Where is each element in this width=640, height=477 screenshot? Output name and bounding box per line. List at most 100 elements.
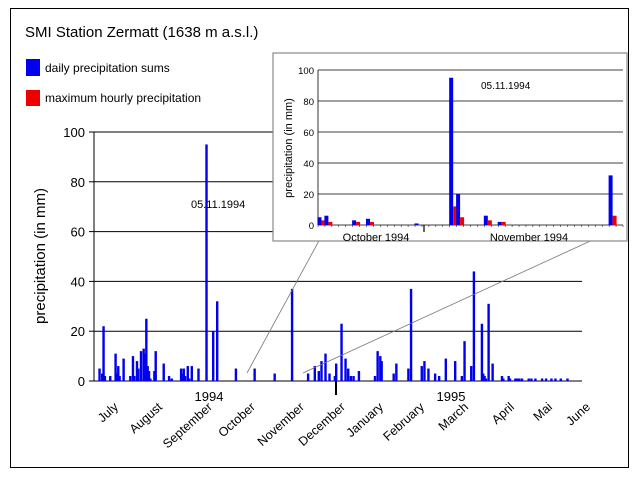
year-label-1995: 1995 <box>437 389 466 404</box>
daily-precip-bar <box>179 368 183 381</box>
y-tick-label: 40 <box>71 274 85 289</box>
inset-daily-bar <box>456 194 461 225</box>
daily-precip-bar <box>433 373 437 381</box>
daily-precip-bar <box>313 366 317 381</box>
daily-precip-bar <box>516 378 520 381</box>
daily-precip-bar <box>186 366 189 381</box>
daily-precip-bar <box>133 376 136 381</box>
inset-y-tick-label: 100 <box>298 66 314 77</box>
daily-precip-bar <box>142 348 145 381</box>
year-label-1994: 1994 <box>195 389 224 404</box>
daily-precip-bar <box>115 373 119 381</box>
month-label: April <box>489 400 517 427</box>
daily-precip-bar <box>514 378 517 381</box>
inset-y-tick-label: 0 <box>309 221 314 232</box>
daily-precip-bar <box>534 378 537 381</box>
daily-precip-bar <box>129 376 132 381</box>
inset-hourly-bar <box>501 221 506 225</box>
inset-connector-right <box>302 225 624 374</box>
legend-swatch-hourly <box>26 90 40 106</box>
daily-precip-bar <box>205 144 208 381</box>
daily-precip-bar <box>102 326 105 381</box>
daily-precip-bar <box>153 371 156 381</box>
daily-precip-bar <box>324 353 327 381</box>
daily-precip-bar <box>349 376 353 381</box>
y-axis-label: precipitation (in mm) <box>32 188 49 324</box>
daily-precip-bar <box>98 368 101 381</box>
daily-precip-bar <box>182 368 185 381</box>
month-label: October <box>216 400 258 440</box>
daily-precip-bar <box>162 363 165 381</box>
daily-precip-bar <box>154 351 157 381</box>
daily-precip-bar <box>149 378 152 381</box>
daily-precip-bar <box>352 376 355 381</box>
inset-daily-bar <box>365 218 370 225</box>
daily-precip-bar <box>306 373 310 381</box>
inset-daily-bar <box>317 217 322 225</box>
daily-precip-bar <box>253 368 256 381</box>
daily-precip-bar <box>379 356 382 381</box>
daily-precip-bar <box>340 323 343 381</box>
inset-y-tick-label: 60 <box>303 128 314 139</box>
daily-precip-bar <box>344 358 347 381</box>
month-label: Mai <box>531 400 555 424</box>
inset-daily-bar <box>352 220 357 225</box>
daily-precip-bar <box>190 366 193 381</box>
daily-precip-bar <box>273 373 276 381</box>
daily-precip-bar <box>482 373 485 381</box>
daily-precip-bar <box>395 363 398 381</box>
daily-precip-bar <box>392 373 395 381</box>
main-date-annotation: 05.11.1994 <box>191 199 245 211</box>
daily-precip-bar <box>437 376 441 381</box>
inset-x-label-october: October 1994 <box>343 232 410 244</box>
daily-precip-bar <box>334 363 338 381</box>
inset-daily-bar <box>483 215 488 225</box>
daily-precip-bar <box>122 358 125 381</box>
daily-precip-bar <box>530 378 533 381</box>
daily-precip-bar <box>409 288 413 381</box>
chart-title: SMI Station Zermatt (1638 m a.s.l.) <box>25 24 258 41</box>
daily-precip-bar <box>211 331 215 381</box>
daily-precip-bar <box>566 378 569 381</box>
inset-y-axis-label: precipitation (in mm) <box>283 98 295 198</box>
inset-y-tick-label: 40 <box>303 159 314 170</box>
daily-precip-bar <box>147 371 151 381</box>
daily-precip-bar <box>103 376 107 381</box>
daily-precip-bar <box>527 378 530 381</box>
daily-precip-bar <box>502 378 505 381</box>
inset-daily-bar <box>497 221 502 225</box>
inset-hourly-bar <box>460 217 465 225</box>
daily-precip-bar <box>234 368 238 381</box>
daily-precip-bar <box>357 371 361 381</box>
y-tick-label: 60 <box>71 225 85 240</box>
inset-x-label-november: November 1994 <box>490 232 568 244</box>
precipitation-chart: SMI Station Zermatt (1638 m a.s.l.) 0 20 40… <box>25 24 628 451</box>
daily-precip-bar <box>470 366 473 381</box>
daily-precip-bar <box>216 301 219 381</box>
daily-precip-bar <box>484 378 488 381</box>
daily-precip-bar <box>515 378 518 381</box>
inset-hourly-bar <box>356 221 361 225</box>
month-label: March <box>436 400 471 434</box>
daily-precip-bar <box>145 318 148 381</box>
inset-hourly-bar <box>369 221 374 225</box>
daily-precip-bar <box>328 373 331 381</box>
daily-precip-bar <box>117 366 120 381</box>
daily-precip-bar <box>480 323 484 381</box>
inset-hourly-bar <box>453 206 458 225</box>
daily-precip-bar <box>540 378 544 381</box>
daily-precip-bar <box>460 376 464 381</box>
daily-precip-bar <box>347 368 350 381</box>
daily-precip-bar <box>135 361 139 381</box>
daily-precip-bar <box>500 376 504 381</box>
inset-hourly-bar <box>487 220 492 225</box>
daily-precip-bar <box>380 361 383 381</box>
daily-precip-bar <box>554 378 557 381</box>
daily-precip-bar <box>544 378 548 381</box>
daily-precip-bar <box>137 368 140 381</box>
daily-precip-bar <box>320 361 323 381</box>
daily-precip-bar <box>376 351 379 381</box>
month-label: July <box>95 399 121 425</box>
daily-precip-bar <box>483 376 486 381</box>
daily-precip-bar <box>491 363 494 381</box>
